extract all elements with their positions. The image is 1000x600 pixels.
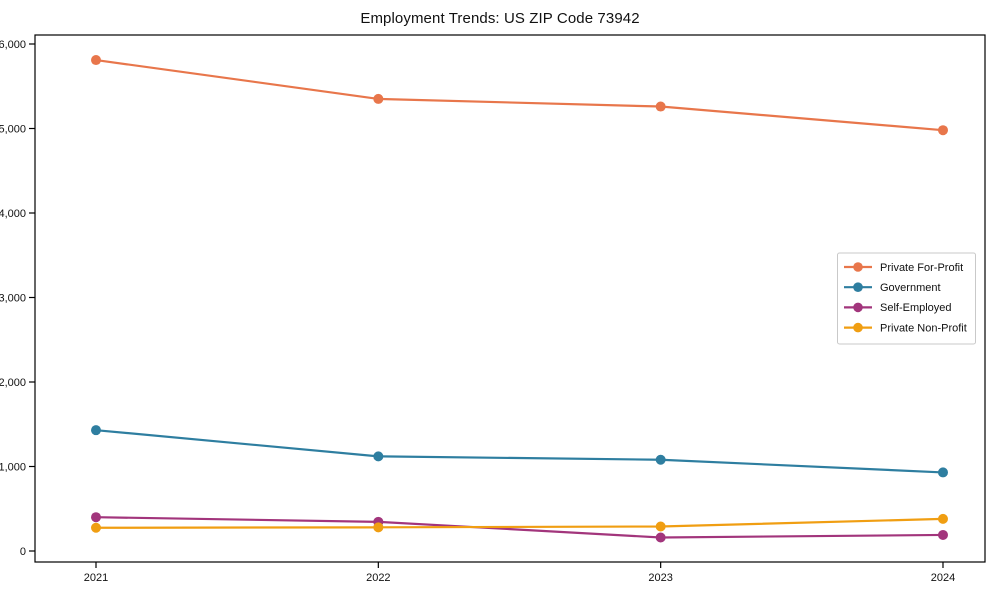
series-marker-private-non-profit — [655, 521, 666, 532]
legend-box — [837, 252, 976, 345]
series-marker-government — [373, 451, 384, 462]
legend-label-self-employed: Self-Employed — [880, 302, 952, 314]
series-marker-private-for-profit — [937, 125, 948, 136]
series-line-self-employed — [94, 516, 945, 539]
series-line-government — [94, 429, 945, 474]
series-marker-private-for-profit — [655, 101, 666, 112]
legend-label-government: Government — [880, 282, 941, 294]
legend-marker-self-employed — [853, 302, 863, 313]
legend-label-private-for-profit: Private For-Profit — [880, 262, 963, 274]
series-line-private-for-profit — [94, 58, 945, 132]
legend-marker-government — [853, 282, 863, 293]
series-marker-private-non-profit — [937, 513, 948, 524]
y-axis-tick-label: 1,000 — [0, 462, 26, 474]
legend-marker-private-non-profit — [853, 322, 863, 333]
y-axis-tick-label: 4,000 — [0, 208, 26, 220]
series-line-private-non-profit — [94, 517, 945, 529]
series-marker-government — [937, 467, 948, 478]
series-marker-government — [655, 454, 666, 465]
series-marker-government — [91, 425, 101, 436]
plot-frame — [34, 34, 986, 563]
chart-title: Employment Trends: US ZIP Code 73942 — [360, 10, 640, 27]
y-axis-tick-label: 6,000 — [0, 39, 26, 51]
y-axis-tick-label: 2,000 — [0, 377, 26, 389]
x-axis-tick-label: 2021 — [84, 572, 108, 584]
series-marker-private-non-profit — [91, 522, 101, 533]
y-axis-tick-label: 5,000 — [0, 124, 26, 136]
series-marker-private-non-profit — [373, 522, 384, 533]
series-marker-self-employed — [655, 532, 666, 543]
x-axis-tick-label: 2023 — [648, 572, 672, 584]
series-marker-self-employed — [937, 529, 948, 540]
y-axis-tick-label: 0 — [20, 546, 26, 558]
legend-marker-private-for-profit — [853, 262, 863, 272]
x-axis-tick-label: 2022 — [366, 572, 390, 584]
y-axis-tick-label: 3,000 — [0, 293, 26, 305]
series-marker-self-employed — [91, 512, 101, 523]
legend-label-private-non-profit: Private Non-Profit — [880, 322, 967, 334]
x-axis-tick-label: 2024 — [931, 572, 955, 584]
series-marker-private-for-profit — [373, 93, 384, 104]
series-marker-private-for-profit — [91, 55, 101, 66]
